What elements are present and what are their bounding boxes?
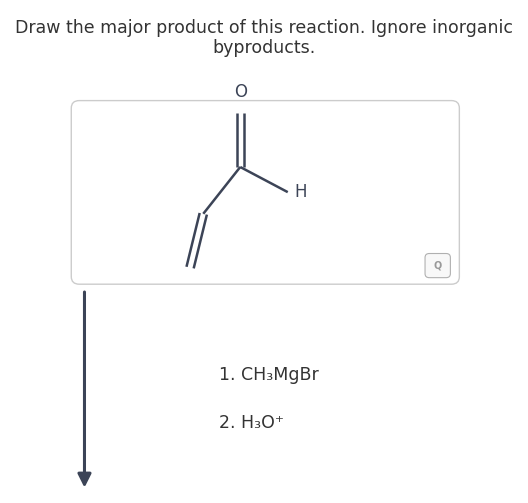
Text: O: O (234, 82, 247, 101)
Text: 1. CH₃MgBr: 1. CH₃MgBr (219, 366, 319, 384)
FancyBboxPatch shape (71, 101, 459, 284)
Text: Draw the major product of this reaction. Ignore inorganic: Draw the major product of this reaction.… (15, 19, 513, 37)
Text: Q: Q (433, 261, 442, 271)
Text: 2. H₃O⁺: 2. H₃O⁺ (219, 413, 284, 432)
Text: H: H (294, 183, 307, 201)
FancyBboxPatch shape (425, 254, 450, 278)
Text: byproducts.: byproducts. (212, 39, 316, 57)
